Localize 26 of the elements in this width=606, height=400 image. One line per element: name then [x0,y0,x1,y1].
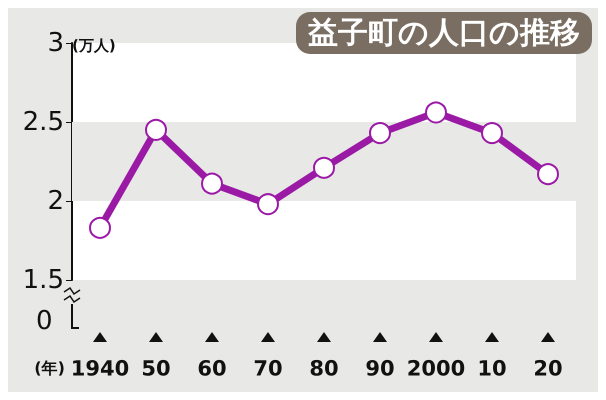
y-axis-title: (万人) [72,36,116,54]
x-tick-label: 1940 [70,356,130,380]
point [537,163,559,186]
point [257,193,279,216]
point [313,156,335,179]
x-tick-label: 2000 [406,356,466,380]
y-tick-label: 2.5 [22,107,64,137]
point [369,122,391,144]
x-tick-label: 80 [309,356,339,380]
x-tick-label: 60 [197,356,227,380]
x-tick-label: 50 [141,356,171,380]
point [89,216,111,239]
point [481,122,503,144]
x-tick-label: 20 [533,356,563,380]
point [145,118,167,141]
x-axis-title: (年) [34,358,65,378]
y-tick-label: 1.5 [22,265,64,295]
y-tick-label: 2 [47,186,64,216]
x-tick-label: 90 [365,356,395,380]
x-tick-label: 70 [253,356,283,380]
point [425,102,447,124]
point [201,172,223,195]
x-tick-label: 10 [477,356,507,380]
text: 0 [36,306,53,336]
chart-title: 益子町の人口の推移 [308,16,580,50]
y-tick-label: 3 [47,28,64,58]
